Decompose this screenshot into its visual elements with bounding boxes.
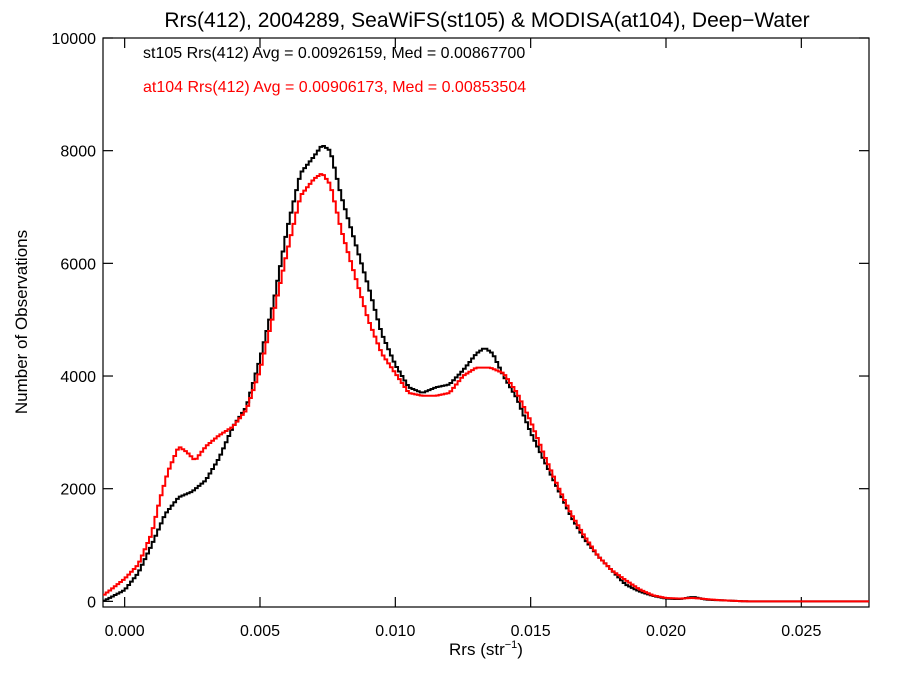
plot-frame xyxy=(102,37,870,608)
x-tick-label: 0.000 xyxy=(105,623,145,640)
x-tick-label: 0.020 xyxy=(646,623,686,640)
series-st105-line xyxy=(103,144,869,603)
x-tick-label: 0.010 xyxy=(375,623,415,640)
y-tick-label: 8000 xyxy=(60,144,96,161)
x-axis-label: Rrs (str−1) xyxy=(449,639,523,659)
annotation-at104: at104 Rrs(412) Avg = 0.00906173, Med = 0… xyxy=(143,79,526,96)
x-tick-label: 0.005 xyxy=(240,623,280,640)
x-axis-label-close: ) xyxy=(517,640,523,659)
chart-title: Rrs(412), 2004289, SeaWiFS(st105) & MODI… xyxy=(164,9,809,32)
annotation-st105: st105 Rrs(412) Avg = 0.00926159, Med = 0… xyxy=(143,45,525,62)
y-axis-label: Number of Observations xyxy=(12,230,31,414)
x-axis-label-superscript: −1 xyxy=(505,639,518,651)
y-tick-label: 4000 xyxy=(60,369,96,386)
y-tick-label: 10000 xyxy=(52,31,97,48)
y-tick-label: 2000 xyxy=(60,482,96,499)
x-axis-label-main: Rrs (str xyxy=(449,640,505,659)
x-tick-label: 0.015 xyxy=(511,623,551,640)
y-tick-label: 0 xyxy=(87,594,96,611)
y-tick-label: 6000 xyxy=(60,256,96,273)
series-at104-line xyxy=(103,173,869,603)
x-tick-label: 0.025 xyxy=(781,623,821,640)
